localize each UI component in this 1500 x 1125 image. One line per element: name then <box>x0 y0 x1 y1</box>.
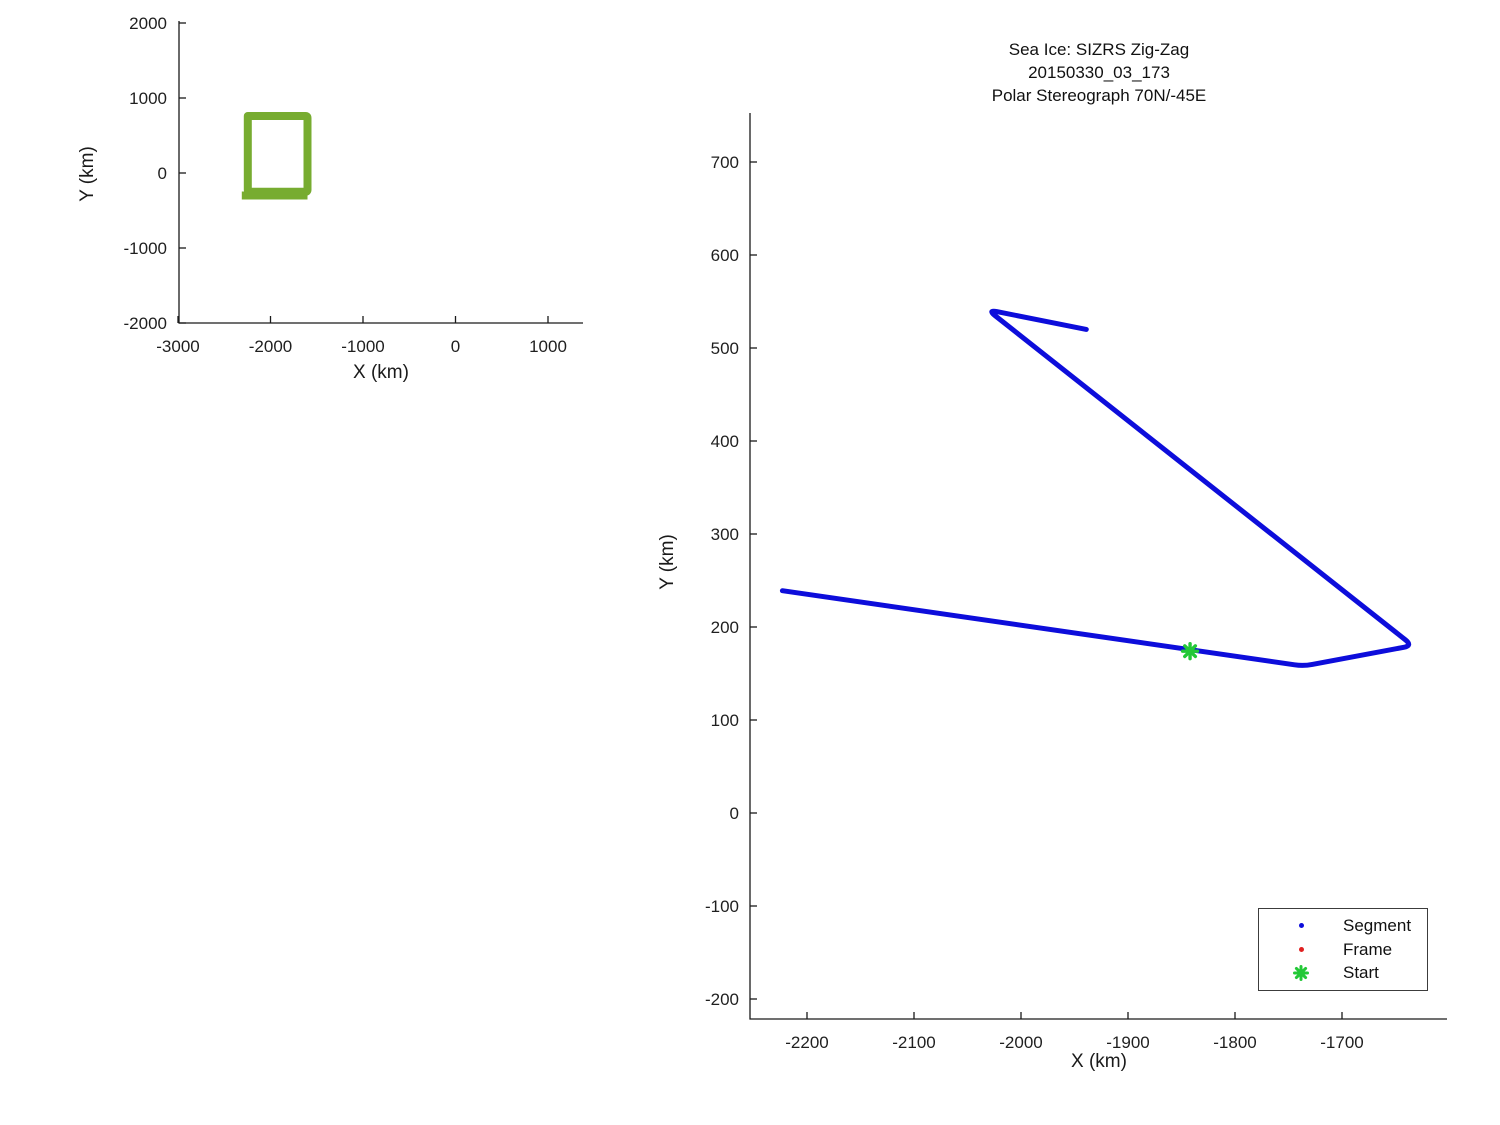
track-x-tick-label: -1700 <box>1320 1033 1363 1052</box>
start-marker <box>1180 641 1200 661</box>
legend-label-frame: Frame <box>1343 939 1393 959</box>
track-y-tick-label: 0 <box>730 804 739 823</box>
track-axes <box>749 113 1447 1020</box>
track-x-tick-label: -2200 <box>785 1033 828 1052</box>
legend: Segment Frame Start <box>1258 908 1428 991</box>
overview-y-tick-label: -2000 <box>124 314 167 333</box>
overview-y-axis-label: Y (km) <box>77 146 98 202</box>
legend-label-start: Start <box>1343 963 1379 983</box>
chart-title: Sea Ice: SIZRS Zig-Zag 20150330_03_173 P… <box>750 38 1448 107</box>
track-y-tick-label: 600 <box>711 246 739 265</box>
track-y-tick-label: 400 <box>711 432 739 451</box>
overview-y-tick-label: 2000 <box>129 14 167 33</box>
overview-axes <box>178 21 583 324</box>
track-y-tick-label: -200 <box>705 990 739 1009</box>
legend-item-segment: Segment <box>1259 914 1427 938</box>
start-asterisk-icon <box>1293 965 1309 982</box>
overview-x-tick-label: -1000 <box>341 337 384 356</box>
track-x-tick-label: -2100 <box>892 1033 935 1052</box>
frame-dot-icon <box>1298 947 1304 952</box>
overview-y-tick-label: -1000 <box>124 239 167 258</box>
track-y-axis-label: Y (km) <box>657 534 678 590</box>
overview-x-tick-label: 1000 <box>529 337 567 356</box>
track-y-tick-label: 700 <box>711 153 739 172</box>
overview-x-tick-label: 0 <box>451 337 460 356</box>
track-series-segment <box>779 308 1412 668</box>
title-line-2: 20150330_03_173 <box>1028 63 1170 82</box>
legend-label-segment: Segment <box>1343 915 1412 935</box>
title-line-1: Sea Ice: SIZRS Zig-Zag <box>1008 40 1190 59</box>
overview-x-tick-label: -3000 <box>156 337 199 356</box>
overview-y-tick-label: 0 <box>158 164 167 183</box>
track-y-tick-label: 200 <box>711 618 739 637</box>
track-y-tick-label: 500 <box>711 339 739 358</box>
overview-series-region-box <box>243 112 312 196</box>
legend-item-frame: Frame <box>1259 938 1427 962</box>
start-asterisk-glyph <box>1293 965 1309 982</box>
title-line-3: Polar Stereograph 70N/-45E <box>991 86 1207 105</box>
overview-x-axis-label: X (km) <box>353 362 409 383</box>
track-x-tick-label: -1800 <box>1213 1033 1256 1052</box>
track-x-axis-label: X (km) <box>1071 1051 1127 1072</box>
segment-dot-icon <box>1298 923 1304 929</box>
legend-item-start: Start <box>1259 961 1427 985</box>
track-y-tick-label: -100 <box>705 897 739 916</box>
track-x-tick-label: -1900 <box>1106 1033 1149 1052</box>
overview-y-tick-label: 1000 <box>129 89 167 108</box>
track-x-tick-label: -2000 <box>999 1033 1042 1052</box>
overview-x-tick-label: -2000 <box>249 337 292 356</box>
track-y-tick-label: 100 <box>711 711 739 730</box>
track-y-tick-label: 300 <box>711 525 739 544</box>
